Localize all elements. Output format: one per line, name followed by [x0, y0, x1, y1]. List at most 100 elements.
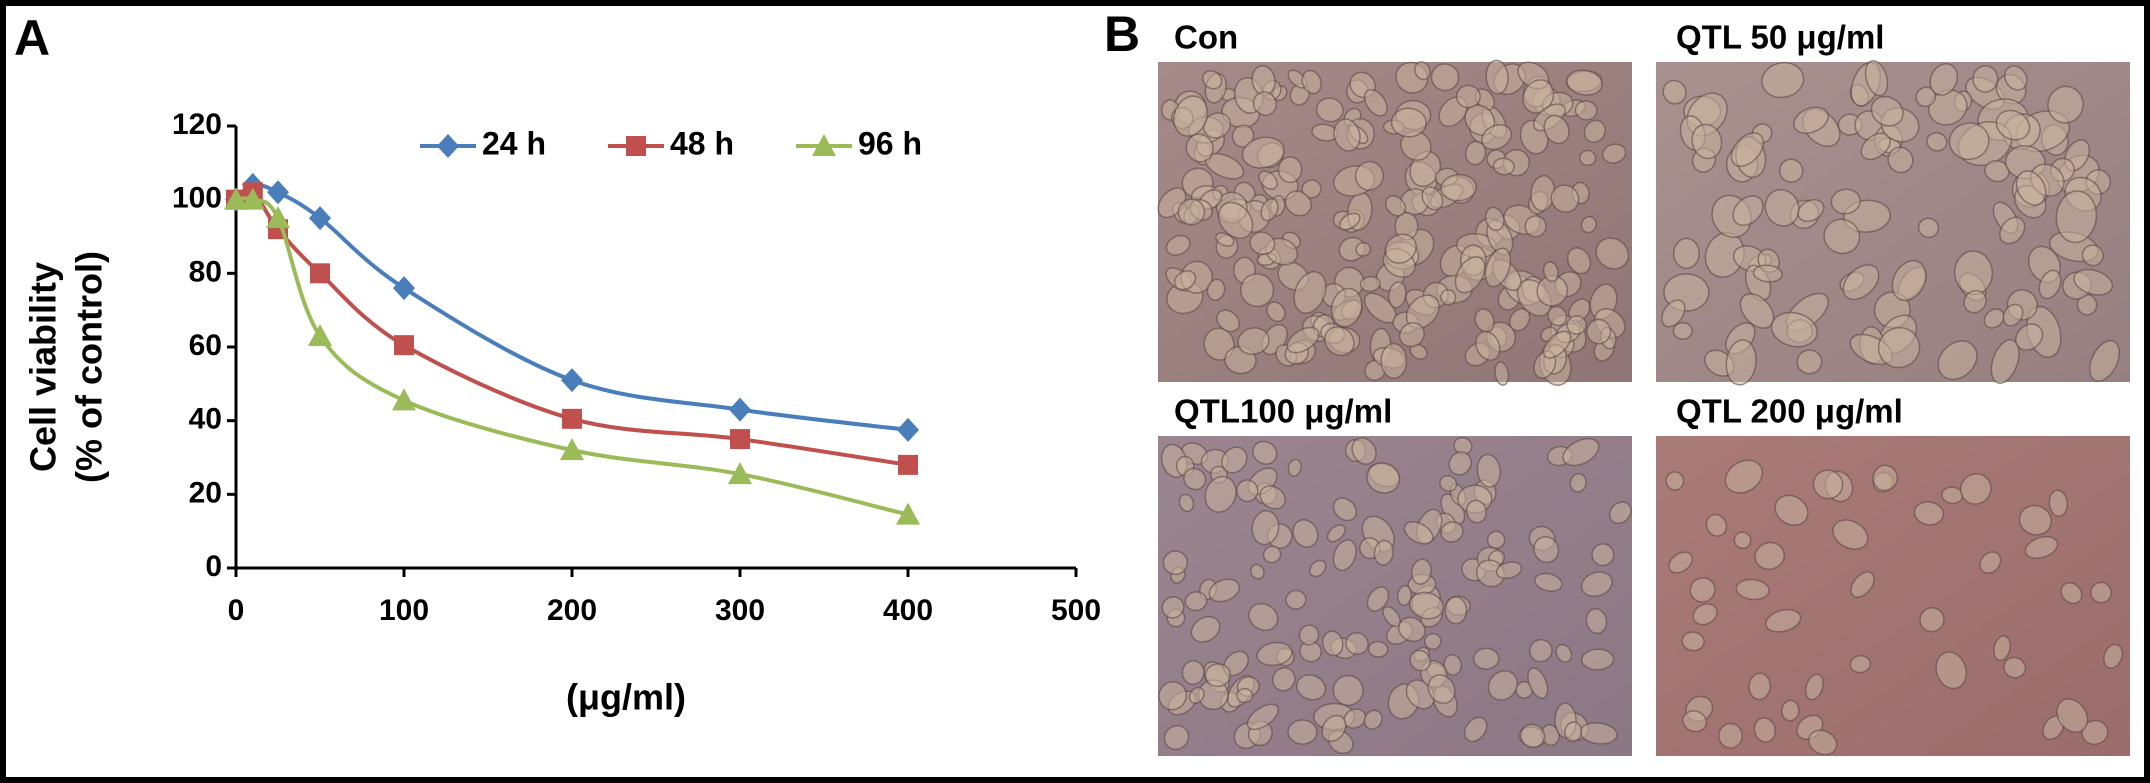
y-axis-title: (% of control) — [69, 251, 110, 483]
cell — [1842, 264, 1880, 301]
cell — [1668, 551, 1694, 574]
cell — [1574, 100, 1598, 121]
cell — [1919, 607, 1945, 633]
cell — [1753, 717, 1777, 743]
cell — [1345, 632, 1369, 655]
x-tick-label: 500 — [1051, 594, 1101, 627]
cell — [1661, 299, 1686, 328]
cell — [1301, 179, 1322, 199]
marker — [267, 180, 289, 205]
cell — [1367, 640, 1389, 658]
cell — [1581, 648, 1615, 671]
panel-label: A — [14, 10, 50, 66]
cell — [1555, 643, 1573, 663]
cell — [1203, 327, 1235, 361]
cell — [1252, 440, 1278, 465]
cell — [1797, 199, 1825, 223]
cell — [1256, 641, 1293, 667]
cell — [1183, 467, 1207, 491]
cell — [1492, 157, 1515, 176]
cell — [1221, 446, 1248, 474]
cell — [1301, 69, 1322, 95]
cell — [1476, 453, 1502, 488]
cell — [1832, 519, 1869, 550]
cell — [1398, 322, 1425, 348]
cell — [1877, 326, 1921, 369]
cell — [1672, 237, 1700, 270]
cell — [1566, 247, 1592, 275]
y-tick-label: 100 — [172, 182, 222, 215]
cell — [1474, 308, 1495, 333]
marker — [394, 335, 414, 356]
cell — [1752, 264, 1783, 283]
cell — [1937, 340, 1978, 381]
cell — [1935, 651, 1968, 690]
cell — [1444, 596, 1468, 625]
cell — [1564, 721, 1583, 743]
micrograph — [1157, 59, 1632, 386]
marker — [310, 263, 330, 284]
cell — [1315, 97, 1344, 123]
cell — [1414, 61, 1431, 81]
cell — [1583, 119, 1606, 144]
cell — [1384, 233, 1417, 264]
marker — [898, 454, 918, 475]
x-tick-label: 100 — [379, 594, 429, 627]
cell — [1465, 499, 1488, 524]
cell — [1591, 543, 1615, 567]
cell — [1543, 114, 1570, 145]
cell — [1542, 261, 1559, 283]
cell — [1439, 475, 1458, 492]
cell — [1796, 349, 1823, 375]
x-tick-label: 400 — [883, 594, 933, 627]
cell — [1206, 278, 1226, 302]
cell — [1484, 206, 1505, 232]
cell — [1351, 437, 1377, 465]
cell — [1236, 479, 1259, 503]
cell — [1601, 143, 1627, 164]
cell — [1569, 472, 1587, 493]
cell — [1409, 649, 1432, 672]
marker — [392, 388, 416, 411]
cell — [1770, 311, 1818, 348]
x-tick-label: 300 — [715, 594, 765, 627]
cell — [1520, 723, 1546, 749]
cell — [1542, 330, 1572, 359]
image-label: QTL100 μg/ml — [1174, 393, 1392, 430]
cell — [1184, 591, 1208, 612]
cell — [1266, 301, 1286, 323]
cell — [1359, 275, 1381, 293]
cell — [1332, 674, 1364, 706]
cell — [1463, 716, 1488, 743]
marker — [730, 429, 750, 450]
cell — [1533, 536, 1560, 564]
cell — [2047, 85, 2084, 124]
cell — [1363, 89, 1388, 117]
marker — [266, 206, 290, 229]
cell — [1534, 572, 1563, 592]
cell — [2073, 268, 2114, 296]
cell — [1373, 539, 1394, 566]
cell — [1725, 339, 1757, 386]
cell — [1165, 234, 1191, 256]
cell — [2018, 504, 2053, 536]
cell — [1204, 475, 1237, 513]
cell — [1774, 494, 1809, 526]
cell — [1366, 462, 1401, 494]
cell — [1298, 624, 1320, 646]
y-tick-label: 40 — [189, 403, 222, 436]
cell — [1330, 287, 1363, 328]
cell — [1870, 95, 1904, 127]
legend-label: 96 h — [858, 125, 922, 161]
cell — [1739, 293, 1775, 329]
cell — [1850, 571, 1875, 598]
cell — [1887, 146, 1914, 174]
image-label: QTL 200 μg/ml — [1676, 393, 1903, 430]
cell — [2048, 489, 2068, 518]
cell — [1287, 458, 1302, 477]
cell — [1260, 198, 1279, 222]
cell — [1979, 551, 2002, 574]
cell — [2081, 244, 2104, 267]
cell — [1983, 308, 2005, 329]
cell — [1258, 170, 1278, 190]
